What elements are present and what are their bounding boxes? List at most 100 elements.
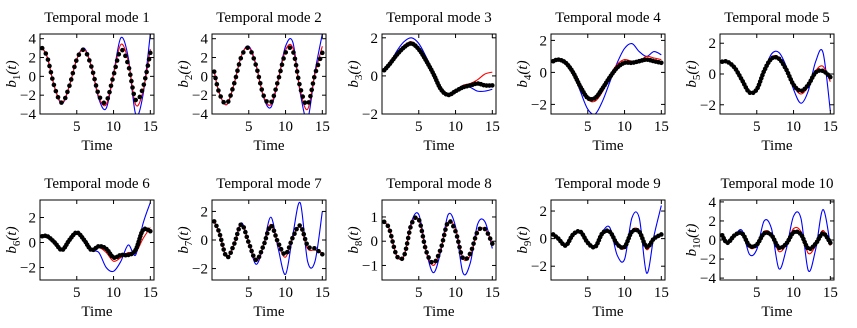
data-point	[313, 68, 319, 74]
data-point	[59, 100, 64, 105]
x-tick-label: 10	[448, 285, 463, 301]
data-point	[816, 68, 822, 73]
y-tick-label: 2	[709, 214, 717, 230]
data-point	[271, 228, 277, 234]
y-tick-label: 2	[540, 33, 548, 49]
x-axis-label: Time	[592, 138, 623, 154]
y-tick-label: 4	[29, 32, 37, 48]
data-point	[101, 100, 107, 106]
x-tick-label: 15	[315, 119, 330, 135]
y-axis-label: b8(t)	[346, 226, 365, 253]
data-point	[477, 226, 483, 232]
data-point	[320, 50, 325, 56]
data-point	[441, 232, 447, 238]
x-axis-label: Time	[253, 304, 284, 320]
data-point	[292, 56, 298, 62]
x-tick-label: 10	[278, 119, 293, 135]
y-axis-label: b5(t)	[684, 60, 703, 87]
data-point	[238, 55, 244, 61]
data-point	[487, 236, 493, 241]
data-point	[67, 83, 72, 89]
y-tick-label: 0	[371, 69, 379, 85]
x-tick-label: 10	[786, 285, 801, 301]
data-point	[72, 64, 77, 70]
data-point	[43, 51, 49, 56]
y-axis-label-subscript: 7	[183, 240, 195, 246]
data-point	[308, 93, 313, 99]
y-axis-label-subscript: 5	[691, 74, 703, 80]
data-point	[404, 241, 410, 246]
data-point	[233, 236, 239, 242]
data-point	[97, 95, 103, 101]
data-point	[297, 223, 302, 228]
data-point	[316, 248, 321, 254]
data-point	[228, 250, 233, 256]
data-point	[214, 81, 220, 87]
data-point	[141, 82, 147, 87]
data-point	[116, 51, 122, 57]
data-point	[301, 231, 307, 237]
data-point	[217, 232, 223, 238]
data-point	[451, 223, 456, 229]
data-point	[405, 235, 411, 241]
data-point	[142, 76, 148, 81]
data-point	[443, 227, 448, 232]
series-line-blue	[41, 34, 151, 114]
x-tick-label: 10	[617, 119, 632, 135]
y-axis-label-subscript: 10	[691, 237, 703, 249]
data-point	[235, 68, 240, 74]
x-tick-label: 15	[823, 285, 838, 301]
data-point	[464, 256, 470, 261]
axes-frame	[381, 199, 497, 281]
data-point	[659, 60, 664, 66]
y-tick-label: 0	[201, 233, 209, 249]
data-point	[472, 236, 478, 241]
y-tick-label: 2	[201, 51, 209, 67]
data-point	[262, 240, 267, 246]
x-axis-label: Time	[592, 304, 623, 320]
data-point	[659, 232, 664, 237]
data-point	[113, 64, 118, 70]
x-tick-label: 15	[485, 119, 500, 135]
data-point	[228, 93, 233, 98]
data-point	[315, 62, 321, 68]
data-point	[266, 226, 272, 232]
y-axis-label-argument: (t)	[4, 226, 20, 240]
x-tick-label: 5	[584, 119, 592, 135]
data-point	[47, 63, 52, 69]
y-tick-label: 0	[540, 232, 548, 248]
x-tick-label: 15	[485, 285, 500, 301]
y-tick-label: 4	[709, 195, 717, 211]
y-axis-label-main: b	[4, 246, 20, 254]
data-point	[413, 215, 418, 220]
data-point	[130, 85, 135, 90]
y-axis-label: b2(t)	[176, 60, 195, 87]
data-point	[311, 74, 317, 80]
data-point	[129, 78, 134, 84]
data-point	[234, 231, 240, 237]
data-point	[297, 81, 302, 87]
data-point	[243, 229, 248, 235]
x-tick-label: 5	[73, 285, 81, 301]
data-point	[144, 69, 149, 75]
x-tick-label: 5	[415, 285, 423, 301]
data-point	[92, 76, 97, 82]
x-axis-label: Time	[761, 304, 792, 320]
data-point	[389, 233, 394, 239]
data-point	[55, 94, 61, 100]
x-tick-label: 15	[143, 119, 158, 135]
data-point	[111, 70, 117, 76]
y-axis-label-subscript: 3	[353, 74, 365, 80]
y-tick-label: −4	[700, 271, 716, 287]
y-axis-label-main: b	[515, 80, 531, 88]
data-point	[433, 258, 439, 264]
data-point	[244, 234, 250, 240]
data-point	[453, 228, 458, 234]
x-axis-label: Time	[81, 138, 112, 154]
data-point	[291, 50, 296, 55]
data-point	[216, 88, 221, 93]
y-tick-label: 1	[371, 210, 379, 226]
data-point	[382, 219, 387, 225]
data-point	[264, 231, 270, 236]
data-point	[312, 246, 317, 251]
